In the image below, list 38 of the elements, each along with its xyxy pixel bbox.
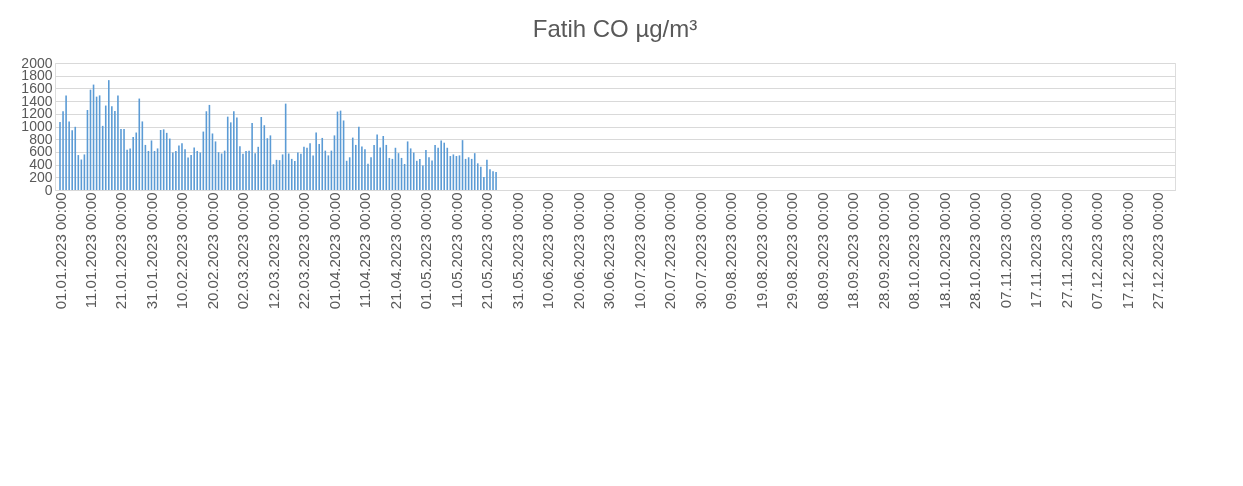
x-tick-label: 07.11.2023 00:00 [996,192,1014,309]
x-tick-label: 11.05.2023 00:00 [447,192,465,309]
x-tick-label: 12.03.2023 00:00 [264,192,282,310]
x-tick-label: 21.01.2023 00:00 [112,192,130,310]
x-tick-label: 10.06.2023 00:00 [539,192,557,310]
x-tick-label: 09.08.2023 00:00 [722,192,740,310]
x-tick-label: 02.03.2023 00:00 [234,192,252,310]
x-tick-label: 20.02.2023 00:00 [203,192,221,310]
x-tick-label: 10.07.2023 00:00 [630,192,648,310]
x-tick-label: 30.06.2023 00:00 [600,192,618,310]
x-tick-label: 18.10.2023 00:00 [935,192,953,310]
x-tick-label: 01.05.2023 00:00 [417,192,435,310]
x-tick-label: 10.02.2023 00:00 [173,192,191,310]
x-tick-label: 20.06.2023 00:00 [569,192,587,310]
x-tick-label: 17.12.2023 00:00 [1118,192,1136,310]
x-tick-label: 27.11.2023 00:00 [1057,192,1075,309]
x-tick-label: 01.04.2023 00:00 [325,192,343,310]
x-tick-label: 21.05.2023 00:00 [478,192,496,310]
x-tick-label: 28.09.2023 00:00 [874,192,892,310]
x-tick-label: 20.07.2023 00:00 [661,192,679,310]
x-tick-label: 22.03.2023 00:00 [295,192,313,310]
x-tick-label: 18.09.2023 00:00 [844,192,862,310]
x-tick-label: 08.10.2023 00:00 [905,192,923,310]
x-tick-label: 31.05.2023 00:00 [508,192,526,310]
x-tick-label: 21.04.2023 00:00 [386,192,404,310]
x-tick-label: 01.01.2023 00:00 [51,192,69,310]
x-tick-label: 31.01.2023 00:00 [142,192,160,310]
x-tick-label: 08.09.2023 00:00 [813,192,831,310]
x-tick-label: 27.12.2023 00:00 [1149,192,1167,310]
x-tick-label: 29.08.2023 00:00 [783,192,801,310]
x-tick-label: 30.07.2023 00:00 [691,192,709,310]
x-tick-label: 11.04.2023 00:00 [356,192,374,309]
x-tick-label: 11.01.2023 00:00 [81,192,99,309]
x-tick-label: 07.12.2023 00:00 [1088,192,1106,310]
x-tick-label: 19.08.2023 00:00 [752,192,770,310]
x-tick-label: 17.11.2023 00:00 [1027,192,1045,309]
x-tick-label: 28.10.2023 00:00 [966,192,984,310]
chart-title: Fatih CO µg/m³ [532,15,698,42]
